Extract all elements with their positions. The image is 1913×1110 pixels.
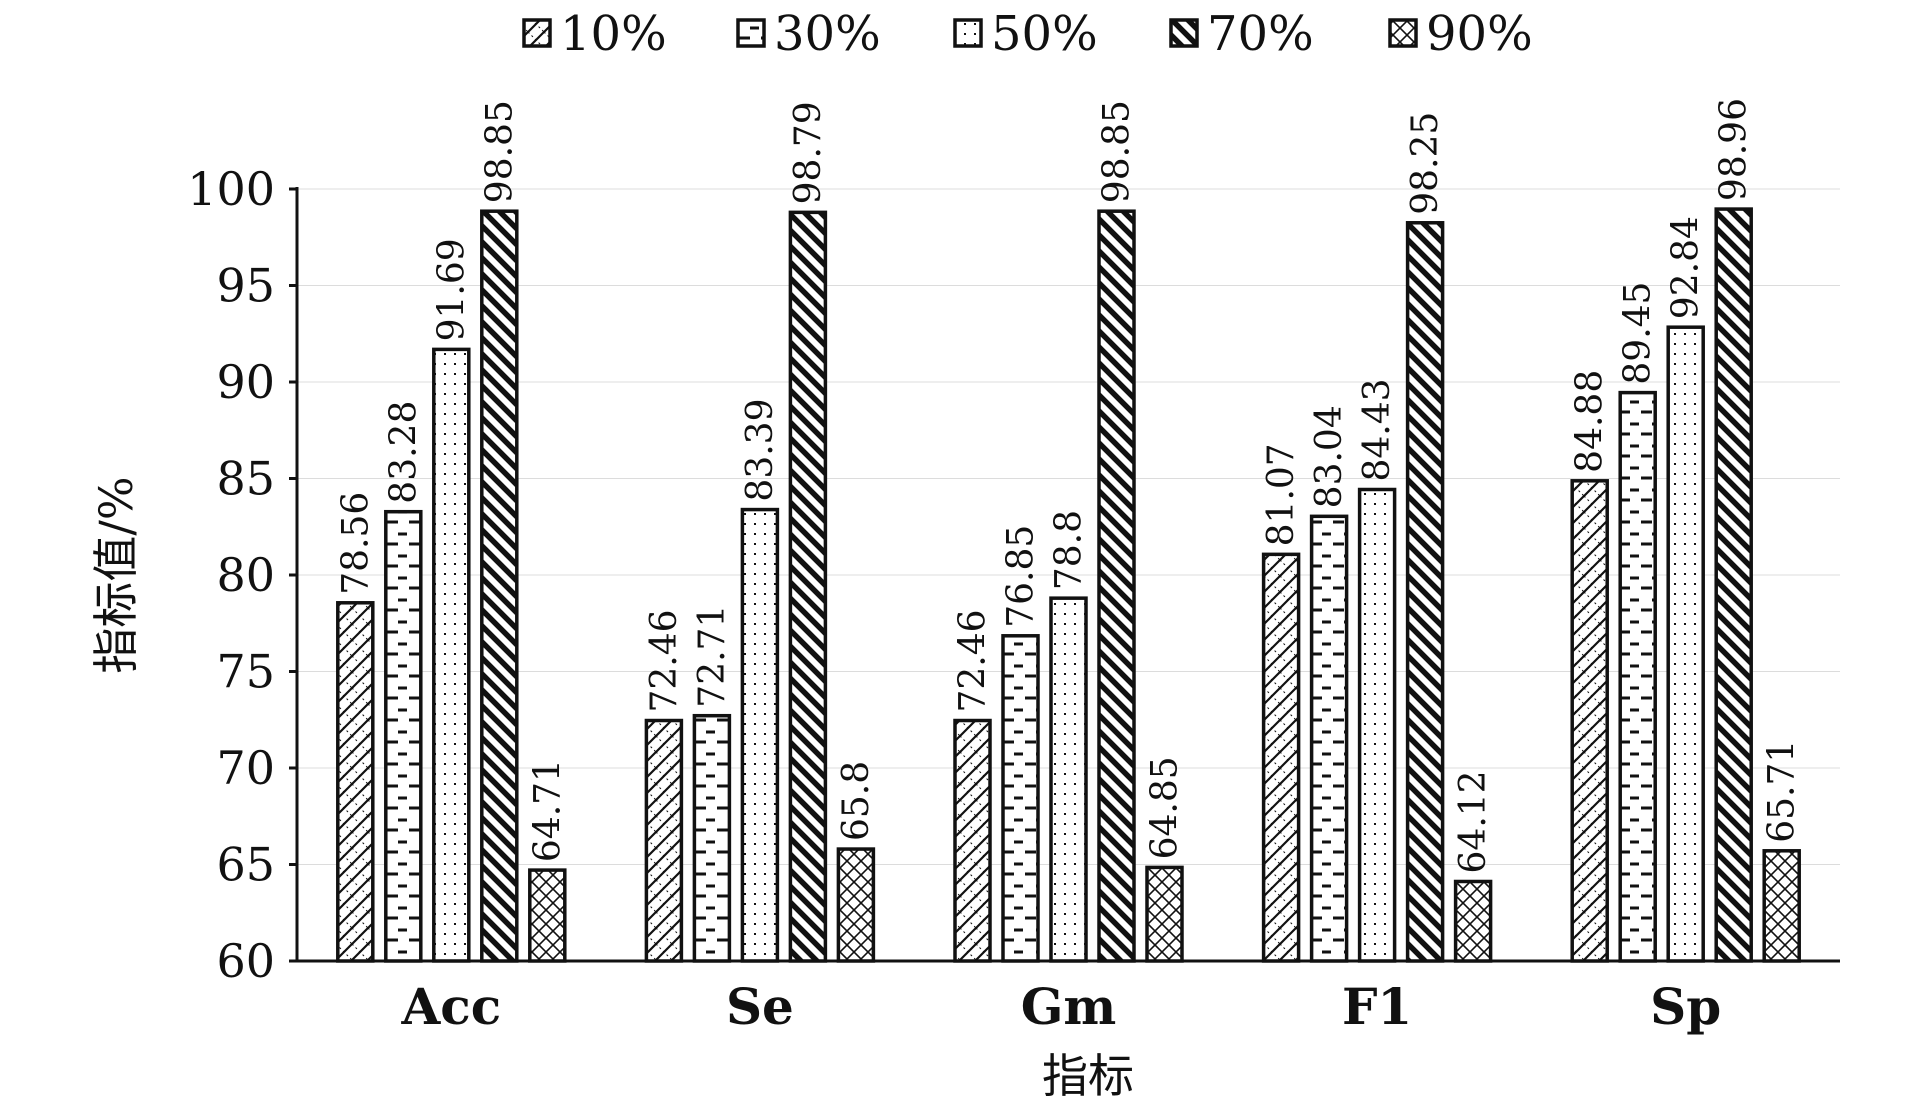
y-tick-label: 60 [216, 934, 275, 988]
bar-gm-90pct [1145, 865, 1184, 963]
x-axis-title: 指标 [1042, 1049, 1134, 1103]
bar-f1-90pct [1453, 879, 1493, 963]
bar-acc-50pct [432, 347, 471, 963]
legend-label: 10% [560, 6, 667, 62]
y-tick-label: 70 [216, 741, 275, 795]
y-tick-label: 95 [216, 259, 275, 313]
legend: 10% 30% 50% 70% 90% [522, 6, 1533, 62]
legend-swatch-50pct [953, 18, 983, 48]
bar-gm-30pct [1001, 634, 1040, 963]
x-category-label-sp: Sp [1650, 977, 1721, 1036]
data-label: 64.12 [1453, 770, 1494, 873]
data-label: 65.71 [1762, 740, 1803, 843]
bar-se-50pct [740, 507, 780, 963]
data-label: 83.39 [740, 399, 781, 502]
x-category-label-gm: Gm [1021, 977, 1117, 1036]
data-label: 92.84 [1666, 216, 1707, 319]
bar-se-10pct [644, 718, 684, 963]
bar-f1-50pct [1357, 487, 1397, 963]
axes: 60 65 70 75 80 85 90 95 100 Acc Se Gm F1 Sp [187, 162, 1840, 1036]
data-label: 76.85 [1001, 525, 1042, 628]
bar-f1-30pct [1309, 514, 1349, 963]
y-tick-label: 75 [216, 645, 275, 699]
bar-f1-10pct [1261, 552, 1301, 963]
x-category-label-acc: Acc [400, 977, 501, 1036]
bar-acc-30pct [384, 509, 423, 963]
data-label: 98.85 [1097, 100, 1138, 203]
bar-gm-70pct [1097, 209, 1136, 963]
y-tick-label: 90 [216, 355, 275, 409]
data-label: 84.43 [1357, 378, 1398, 481]
bar-sp-50pct [1666, 325, 1705, 963]
x-category-label-se: Se [726, 977, 794, 1036]
x-category-label-f1: F1 [1342, 977, 1412, 1036]
data-label: 78.56 [335, 492, 376, 595]
bar-gm-10pct [953, 718, 992, 963]
data-label: 78.8 [1049, 510, 1090, 590]
legend-label: 90% [1426, 6, 1533, 62]
legend-swatch-70pct [1169, 18, 1199, 48]
legend-swatch-10pct [522, 18, 552, 48]
data-label: 89.45 [1618, 282, 1659, 385]
bar-acc-90pct [528, 868, 567, 963]
data-label: 64.71 [527, 759, 568, 862]
y-tick-label: 65 [216, 838, 275, 892]
bar-se-90pct [836, 847, 876, 963]
bar-acc-70pct [480, 209, 519, 963]
data-label: 98.96 [1714, 98, 1755, 201]
legend-label: 50% [991, 6, 1098, 62]
y-tick-label: 100 [187, 162, 275, 216]
data-label: 98.79 [788, 101, 829, 204]
legend-swatch-30pct [736, 18, 766, 48]
bar-acc-10pct [336, 601, 375, 963]
y-axis-title: 指标值/% [89, 476, 143, 673]
bar-sp-90pct [1762, 849, 1801, 963]
bar-gm-50pct [1049, 596, 1088, 963]
data-label: 83.28 [383, 401, 424, 504]
data-label: 98.25 [1405, 112, 1446, 215]
bar-se-70pct [788, 210, 828, 963]
y-tick-label: 80 [216, 548, 275, 602]
data-label: 81.07 [1261, 443, 1302, 546]
data-label: 83.04 [1309, 405, 1350, 508]
bar-se-30pct [692, 713, 732, 963]
data-label: 91.69 [431, 238, 472, 341]
data-label: 65.8 [836, 761, 877, 841]
legend-swatch-90pct [1388, 18, 1418, 48]
data-label: 98.85 [479, 100, 520, 203]
legend-label: 30% [774, 6, 881, 62]
bar-sp-10pct [1570, 479, 1609, 963]
data-label: 72.46 [644, 609, 685, 712]
bars [336, 207, 1801, 963]
bar-sp-30pct [1618, 390, 1657, 963]
data-label: 72.46 [953, 609, 994, 712]
bar-sp-70pct [1714, 207, 1753, 963]
y-tick-label: 85 [216, 452, 275, 506]
data-label: 84.88 [1570, 370, 1611, 473]
data-label: 72.71 [692, 605, 733, 708]
data-label: 64.85 [1145, 756, 1186, 859]
legend-label: 70% [1207, 6, 1314, 62]
bar-f1-70pct [1405, 221, 1445, 963]
